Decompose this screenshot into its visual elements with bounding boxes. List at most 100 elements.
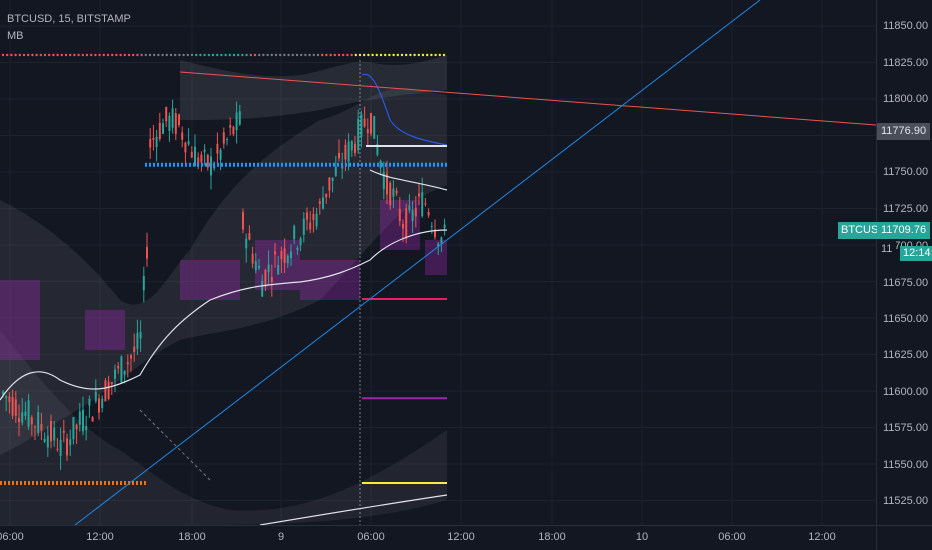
candle-body	[53, 427, 56, 441]
signal-dot	[157, 53, 160, 57]
candle-body	[219, 149, 222, 160]
signal-dot	[1, 53, 5, 57]
candle-body	[5, 396, 8, 399]
signal-dot	[434, 53, 437, 57]
signal-dot	[413, 53, 416, 57]
candle-body	[197, 157, 200, 166]
candle-body	[306, 212, 308, 220]
candle-body	[142, 275, 145, 291]
signal-dot	[354, 53, 357, 57]
top-band	[180, 55, 447, 120]
bar-countdown: 12:14	[900, 246, 932, 261]
candle-body	[18, 418, 20, 423]
candle-body	[379, 160, 382, 168]
candle-body	[261, 281, 264, 297]
signal-dot	[245, 53, 248, 57]
signal-dot	[140, 53, 143, 57]
candle-body	[312, 213, 315, 220]
candle-body	[366, 129, 369, 134]
signal-dot	[106, 53, 110, 57]
candle-body	[30, 417, 33, 425]
signal-dot	[35, 53, 38, 57]
signal-dot	[325, 53, 328, 57]
signal-dot	[253, 53, 257, 57]
candle-body	[373, 115, 376, 139]
candle-body	[382, 171, 385, 190]
signal-dot	[300, 53, 303, 57]
indicator-label[interactable]: MB	[7, 30, 24, 42]
candle-body	[136, 332, 139, 350]
price-tick: 11675.00	[883, 277, 929, 289]
signal-dot	[249, 53, 252, 57]
signal-dot	[421, 53, 425, 57]
white-upper-line	[369, 169, 448, 191]
candle-body	[114, 369, 116, 379]
candle-body	[274, 251, 276, 255]
candle-body	[360, 114, 363, 138]
signal-dot	[308, 53, 311, 57]
candle-body	[152, 138, 155, 140]
candle-body	[165, 107, 168, 122]
candle-body	[280, 250, 283, 260]
signal-dot	[350, 53, 353, 57]
price-axis[interactable]: 11850.00 11825.00 11800.00 11750.00 1172…	[876, 0, 932, 525]
signal-dot	[304, 53, 307, 57]
candle-body	[229, 125, 232, 128]
candle-body	[341, 165, 344, 169]
candle-body	[264, 269, 267, 287]
price-tick: 11550.00	[883, 459, 929, 471]
partial-price-label: 11	[877, 241, 897, 258]
candle-body	[354, 143, 356, 154]
time-tick: 12:00	[808, 531, 836, 543]
candle-body	[258, 266, 260, 269]
time-tick: 18:00	[178, 531, 206, 543]
signal-dot	[388, 53, 391, 57]
candle-body	[56, 448, 59, 450]
symbol-title[interactable]: BTCUSD, 15, BITSTAMP	[7, 13, 131, 25]
candle-body	[110, 382, 113, 385]
signal-dot	[279, 53, 282, 57]
signal-dot	[144, 53, 147, 57]
upper-volatility-band	[0, 87, 447, 455]
signal-dot	[48, 53, 51, 57]
candle-body	[117, 365, 120, 369]
candle-body	[392, 188, 395, 197]
candle-body	[235, 112, 238, 131]
signal-dot	[119, 53, 122, 57]
signal-dot	[22, 53, 26, 57]
candle-body	[440, 237, 443, 244]
signal-dot	[6, 53, 9, 57]
signal-dot	[363, 53, 366, 57]
price-tick: 11850.00	[883, 20, 929, 32]
candle-body	[286, 255, 289, 264]
price-tick: 11600.00	[883, 386, 929, 398]
time-tick: 9	[277, 531, 285, 543]
candle-body	[443, 224, 446, 229]
candle-body	[120, 356, 123, 383]
signal-dot	[69, 53, 72, 57]
signal-dot	[148, 53, 152, 57]
candle-body	[245, 238, 248, 249]
chart-plot-area[interactable]	[0, 0, 876, 525]
signal-dot	[94, 53, 97, 57]
candle-body	[328, 177, 331, 191]
candle-body	[203, 149, 206, 152]
time-tick: 12:00	[86, 531, 114, 543]
candle-body	[402, 224, 404, 229]
candle-body	[101, 398, 104, 408]
time-axis[interactable]: 06:00 12:00 18:00 9 06:00 12:00 18:00 10…	[0, 525, 876, 550]
candle-body	[34, 426, 36, 428]
signal-dot	[371, 53, 374, 57]
red-trend-line	[179, 71, 876, 126]
signal-dot	[14, 53, 17, 57]
candle-body	[302, 218, 305, 235]
signal-dot	[295, 53, 299, 57]
price-tick: 11625.00	[883, 349, 929, 361]
signal-dot	[409, 53, 412, 57]
signal-dot	[405, 53, 408, 57]
candle-body	[357, 118, 360, 151]
candle-body	[405, 208, 408, 239]
candle-body	[82, 409, 84, 432]
candle-body	[66, 438, 68, 456]
purple-zone	[180, 260, 240, 300]
